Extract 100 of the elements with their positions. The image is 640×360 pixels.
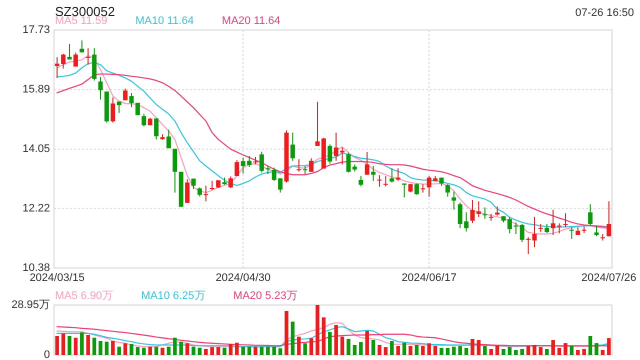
bar bbox=[545, 348, 549, 355]
bar bbox=[204, 348, 208, 355]
bar bbox=[303, 343, 307, 355]
bar bbox=[371, 340, 376, 355]
bar bbox=[433, 346, 438, 355]
bar bbox=[514, 350, 518, 355]
bar bbox=[495, 345, 500, 355]
text: MA20 11.64 bbox=[222, 15, 280, 27]
bar bbox=[538, 347, 543, 355]
bar bbox=[278, 348, 282, 355]
bar bbox=[290, 322, 295, 355]
bar bbox=[520, 348, 524, 355]
y-tick-label: 12.22 bbox=[22, 202, 50, 214]
bar bbox=[446, 348, 450, 355]
bar bbox=[594, 343, 598, 355]
bar bbox=[198, 348, 202, 355]
bar bbox=[328, 332, 332, 355]
bar bbox=[508, 347, 512, 355]
bar bbox=[352, 344, 357, 355]
bar bbox=[588, 336, 592, 355]
bar bbox=[421, 346, 425, 355]
bar bbox=[322, 317, 326, 355]
x-tick-label: 2024/04/30 bbox=[216, 272, 271, 284]
bar bbox=[160, 348, 164, 355]
bar bbox=[576, 350, 580, 355]
x-tick-label: 2024/07/26 bbox=[581, 272, 636, 284]
bar bbox=[98, 341, 102, 355]
bar bbox=[408, 346, 412, 355]
x-tick-label: 2024/03/15 bbox=[30, 272, 85, 284]
bar bbox=[483, 346, 487, 355]
y-tick-label: 28.95万 bbox=[11, 299, 50, 311]
bar bbox=[179, 342, 183, 355]
bar bbox=[142, 348, 146, 355]
bar bbox=[173, 338, 177, 355]
bar bbox=[68, 336, 72, 355]
bar bbox=[470, 338, 474, 355]
bar bbox=[564, 343, 568, 355]
y-tick-label: 10.38 bbox=[22, 262, 50, 274]
text: MA5 6.90万 bbox=[55, 290, 114, 302]
bar bbox=[130, 344, 134, 355]
bar bbox=[452, 346, 456, 355]
bar bbox=[359, 342, 363, 355]
y-tick-label: 0 bbox=[44, 349, 50, 360]
bar bbox=[92, 338, 96, 355]
bar bbox=[458, 346, 462, 355]
y-tick-label: 15.89 bbox=[22, 84, 50, 96]
bar bbox=[123, 343, 128, 355]
bar bbox=[551, 340, 555, 355]
bar bbox=[607, 338, 611, 355]
bar bbox=[378, 344, 382, 355]
bar bbox=[136, 347, 140, 355]
bar bbox=[334, 324, 338, 355]
bar bbox=[365, 330, 369, 355]
bar bbox=[166, 346, 171, 355]
bar bbox=[414, 344, 419, 355]
bar bbox=[582, 348, 586, 355]
bar bbox=[532, 344, 536, 355]
bar bbox=[80, 332, 84, 355]
text: MA20 5.23万 bbox=[233, 290, 298, 302]
bar bbox=[464, 348, 468, 355]
bar bbox=[346, 338, 350, 355]
text: 07-26 16:50 bbox=[575, 7, 634, 19]
bar bbox=[247, 346, 252, 355]
bar bbox=[272, 346, 276, 355]
bar bbox=[222, 348, 226, 355]
bar bbox=[117, 346, 121, 355]
bar bbox=[316, 305, 320, 355]
bar bbox=[396, 346, 400, 355]
text: MA5 11.59 bbox=[55, 15, 108, 27]
bar bbox=[148, 346, 152, 355]
bar bbox=[192, 346, 196, 355]
bar bbox=[284, 310, 288, 355]
bar bbox=[104, 342, 109, 355]
bar bbox=[241, 346, 245, 355]
x-tick-label: 2024/06/17 bbox=[402, 272, 457, 284]
bar bbox=[570, 346, 574, 355]
bar bbox=[340, 336, 344, 355]
bar bbox=[476, 340, 481, 355]
bar bbox=[557, 348, 562, 355]
bar bbox=[86, 334, 90, 355]
bar bbox=[61, 333, 66, 355]
bar bbox=[185, 343, 190, 355]
bar bbox=[254, 346, 258, 355]
bar bbox=[489, 348, 493, 355]
bar bbox=[440, 348, 444, 355]
bar bbox=[502, 348, 506, 355]
bar bbox=[600, 350, 605, 355]
text: MA10 11.64 bbox=[135, 15, 194, 27]
y-tick-label: 14.05 bbox=[22, 143, 50, 156]
bar bbox=[210, 347, 214, 355]
bar bbox=[74, 338, 78, 355]
bar bbox=[235, 342, 239, 355]
bar bbox=[111, 341, 115, 355]
bar bbox=[228, 344, 233, 355]
bar bbox=[390, 341, 394, 355]
bar bbox=[216, 347, 220, 355]
bar bbox=[297, 336, 301, 355]
bar bbox=[309, 338, 314, 355]
bar bbox=[402, 342, 406, 355]
bar bbox=[427, 343, 431, 355]
